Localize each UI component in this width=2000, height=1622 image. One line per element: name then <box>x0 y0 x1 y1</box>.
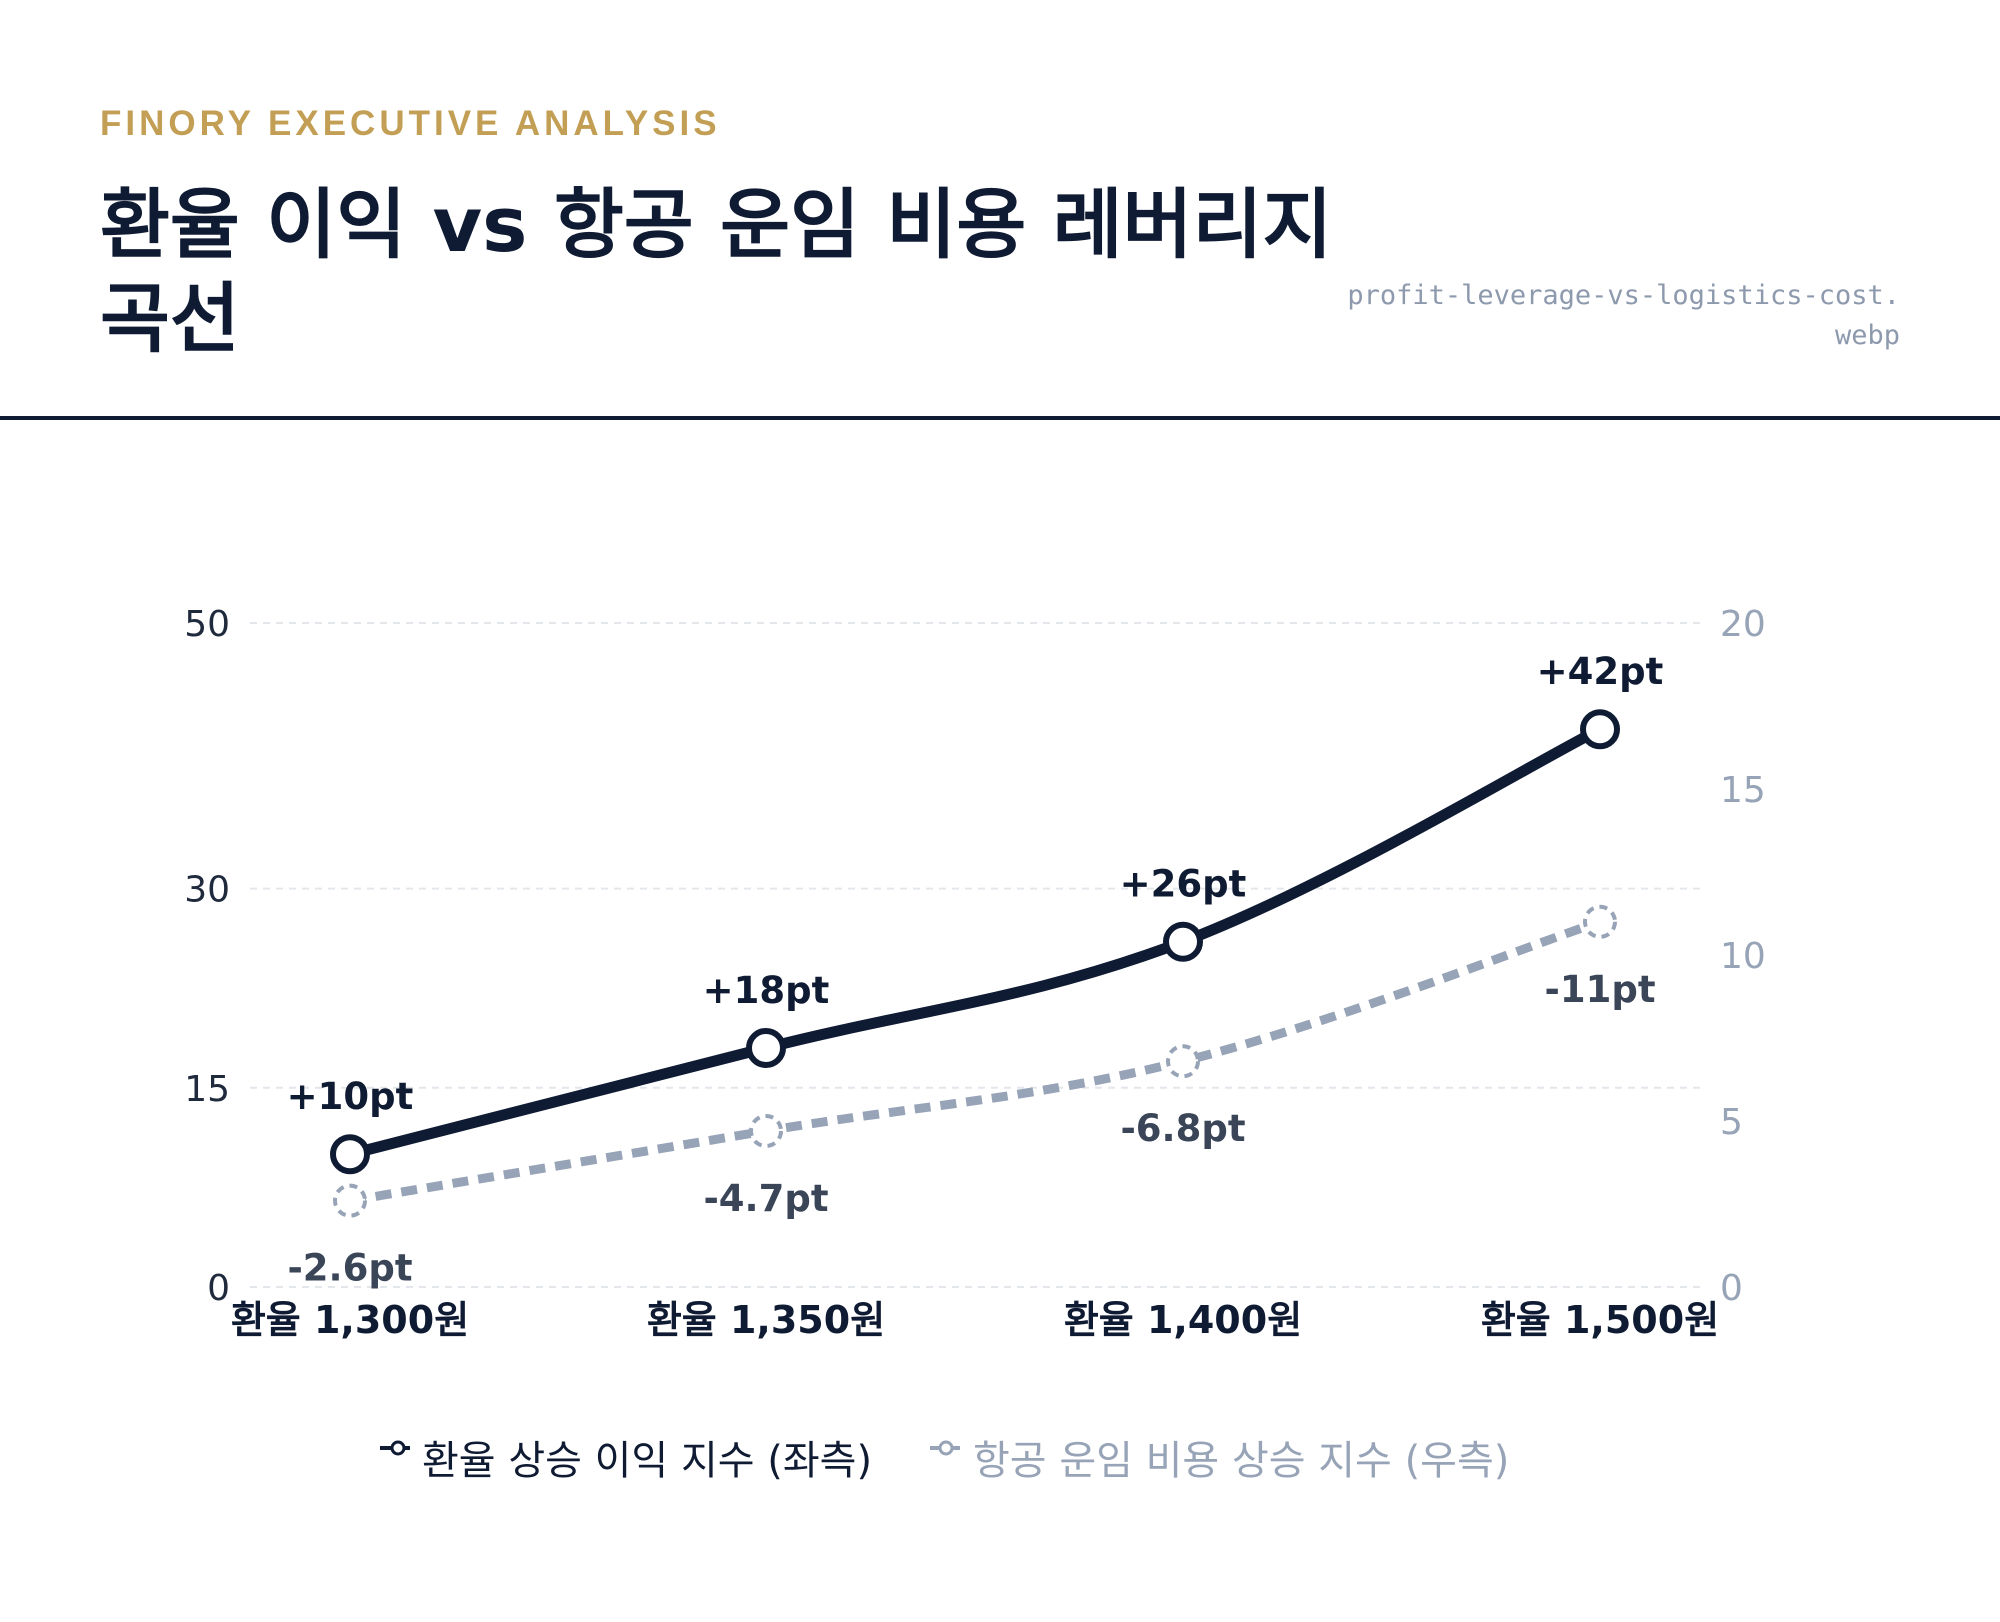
right-axis-tick: 5 <box>1720 1102 1743 1143</box>
data-label-logistics-cost: -11pt <box>1544 968 1655 1011</box>
file-name: profit-leverage-vs-logistics-cost.webp <box>1347 280 1900 351</box>
series-line-fx-profit <box>344 723 1606 1160</box>
data-point-logistics-cost <box>1583 904 1617 939</box>
header: FINORY EXECUTIVE ANALYSIS 환율 이익 vs 항공 운임… <box>0 0 2000 420</box>
x-axis-tick: 환율 1,300원 <box>231 1298 469 1342</box>
data-point-fx-profit <box>1163 921 1203 962</box>
data-point-logistics-cost <box>1166 1044 1200 1079</box>
data-label-fx-profit: +10pt <box>287 1075 414 1118</box>
page-title: 환율 이익 vs 항공 운임 비용 레버리지 곡선 <box>100 180 1333 363</box>
legend-marker-fx-profit <box>390 1440 406 1456</box>
header-divider <box>0 416 2000 420</box>
data-label-fx-profit: +18pt <box>703 969 830 1012</box>
data-label-fx-profit: +42pt <box>1537 650 1664 693</box>
legend-label-logistics-cost: 항공 운임 비용 상승 지수 (우측) <box>973 1438 1509 1484</box>
left-axis-tick: 15 <box>184 1069 230 1110</box>
legend-marker-logistics-cost <box>938 1440 954 1456</box>
data-point-logistics-cost <box>333 1183 367 1218</box>
right-axis-tick: 15 <box>1720 770 1766 811</box>
x-axis-tick: 환율 1,400원 <box>1064 1298 1302 1342</box>
right-axis-tick: 20 <box>1720 604 1766 645</box>
data-point-fx-profit <box>746 1027 786 1068</box>
left-axis-tick: 30 <box>184 870 230 911</box>
data-point-logistics-cost <box>749 1113 783 1148</box>
right-axis-tick: 10 <box>1720 936 1766 977</box>
right-axis-tick: 0 <box>1720 1268 1743 1309</box>
data-label-logistics-cost: -4.7pt <box>703 1177 828 1220</box>
data-point-fx-profit <box>330 1134 370 1175</box>
data-point-fx-profit <box>1580 709 1620 750</box>
x-axis-tick: 환율 1,500원 <box>1481 1298 1719 1342</box>
brand-label: FINORY EXECUTIVE ANALYSIS <box>100 104 721 143</box>
left-axis-tick: 0 <box>207 1268 230 1309</box>
left-axis-tick: 50 <box>184 604 230 645</box>
data-label-logistics-cost: -2.6pt <box>287 1247 412 1290</box>
x-axis-tick: 환율 1,350원 <box>647 1298 885 1342</box>
legend-label-fx-profit: 환율 상승 이익 지수 (좌측) <box>422 1438 872 1484</box>
data-label-fx-profit: +26pt <box>1120 863 1247 906</box>
data-label-logistics-cost: -6.8pt <box>1120 1107 1245 1150</box>
series-line-logistics-cost <box>349 917 1602 1206</box>
